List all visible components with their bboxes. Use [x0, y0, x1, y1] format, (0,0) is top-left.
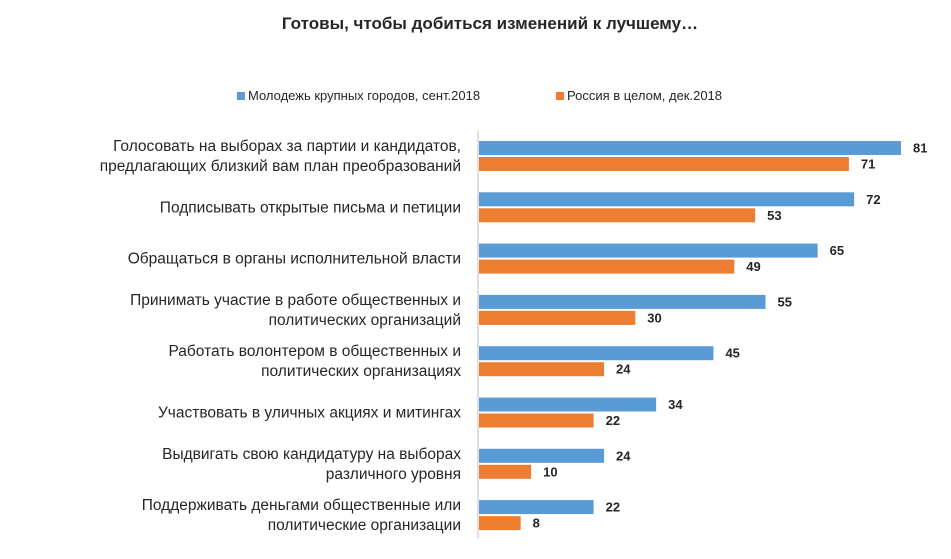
data-label-series-0-cat-1: 72: [866, 192, 880, 207]
bar-series-0-cat-5: [479, 397, 657, 412]
data-label-series-0-cat-4: 45: [725, 346, 739, 361]
bar-series-1-cat-2: [479, 259, 735, 274]
data-label-series-1-cat-0: 71: [861, 157, 875, 172]
category-label-5: Участвовать в уличных акциях и митингах: [158, 405, 461, 422]
bar-series-0-cat-7: [479, 500, 594, 515]
bar-series-0-cat-4: [479, 346, 714, 361]
data-label-series-0-cat-3: 55: [778, 294, 792, 309]
category-label-7-line-1: политические организации: [268, 517, 461, 534]
bar-series-1-cat-5: [479, 413, 594, 428]
data-label-series-1-cat-1: 53: [767, 208, 781, 223]
legend: Молодежь крупных городов, сент.2018 Росси…: [237, 88, 722, 103]
category-label-4-line-1: политических организациях: [261, 363, 461, 380]
legend-swatch-1: [556, 92, 564, 100]
category-label-0-line-0: Голосовать на выборах за партии и кандид…: [113, 138, 461, 155]
data-label-series-1-cat-5: 22: [606, 413, 620, 428]
legend-label-0: Молодежь крупных городов, сент.2018: [248, 88, 480, 103]
bar-series-1-cat-0: [479, 157, 849, 171]
chart-title: Готовы, чтобы добиться изменений к лучше…: [282, 14, 698, 33]
category-label-7-line-0: Поддерживать деньгами общественные или: [142, 497, 461, 514]
bar-series-1-cat-6: [479, 464, 532, 479]
data-label-series-1-cat-7: 8: [533, 516, 540, 531]
bar-series-0-cat-0: [479, 141, 901, 155]
bars-group: Голосовать на выборах за партии и кандид…: [100, 138, 928, 534]
data-label-series-1-cat-4: 24: [616, 362, 631, 377]
data-label-series-0-cat-7: 22: [606, 500, 620, 515]
bar-series-1-cat-1: [479, 208, 756, 223]
category-label-2: Обращаться в органы исполнительной власт…: [128, 251, 461, 268]
data-label-series-0-cat-2: 65: [830, 243, 844, 258]
bar-series-1-cat-3: [479, 310, 636, 325]
category-label-6-line-0: Выдвигать свою кандидатуру на выборах: [162, 446, 461, 463]
bar-series-0-cat-3: [479, 294, 766, 309]
category-label-3-line-0: Принимать участие в работе общественных …: [130, 292, 461, 309]
bar-series-0-cat-6: [479, 448, 605, 463]
legend-swatch-0: [237, 92, 245, 100]
data-label-series-0-cat-0: 81: [913, 141, 927, 156]
data-label-series-1-cat-2: 49: [746, 259, 760, 274]
data-label-series-0-cat-6: 24: [616, 448, 631, 463]
category-label-4-line-0: Работать волонтером в общественных и: [168, 343, 461, 360]
category-label-1: Подписывать открытые письма и петиции: [160, 199, 461, 216]
category-label-6-line-1: различного уровня: [326, 466, 461, 483]
bar-series-1-cat-4: [479, 362, 605, 377]
data-label-series-1-cat-3: 30: [647, 310, 661, 325]
bar-series-0-cat-2: [479, 243, 818, 258]
data-label-series-1-cat-6: 10: [543, 464, 557, 479]
category-label-0-line-1: предлагающих близкий вам план преобразов…: [100, 158, 461, 175]
category-label-3-line-1: политических организаций: [269, 312, 461, 329]
bar-series-0-cat-1: [479, 192, 855, 207]
data-label-series-0-cat-5: 34: [668, 397, 683, 412]
bar-series-1-cat-7: [479, 516, 521, 531]
legend-label-1: Россия в целом, дек.2018: [567, 88, 722, 103]
